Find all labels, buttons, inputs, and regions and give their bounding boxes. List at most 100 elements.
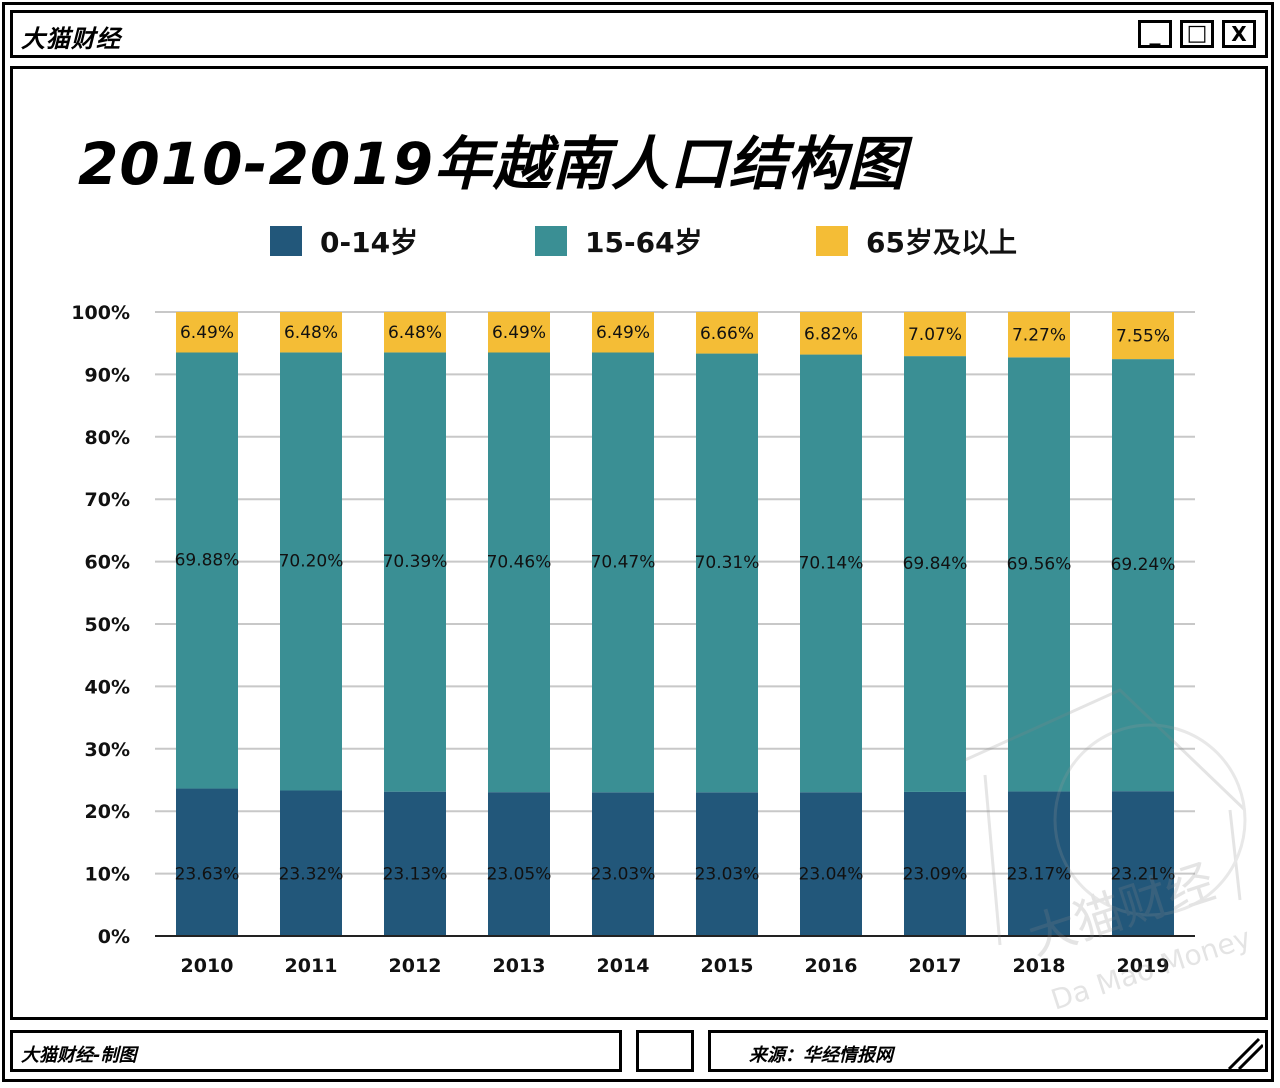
data-label: 23.03% xyxy=(591,865,656,885)
bar-segment-65-plus xyxy=(592,312,654,353)
bar-segment-0-14 xyxy=(904,791,966,936)
x-tick-label: 2013 xyxy=(493,955,546,977)
data-label: 70.31% xyxy=(695,553,760,573)
maximize-icon: □ xyxy=(1186,21,1208,46)
data-label: 6.66% xyxy=(700,324,754,344)
bar-segment-15-64 xyxy=(800,354,862,793)
data-label: 23.21% xyxy=(1111,865,1176,885)
footer-source-box: 来源：华经情报网 xyxy=(708,1030,1268,1072)
data-label: 6.49% xyxy=(492,323,546,343)
bar-segment-15-64 xyxy=(384,352,446,792)
x-tick-label: 2014 xyxy=(597,955,650,977)
data-label: 7.55% xyxy=(1116,327,1170,347)
bar-segment-15-64 xyxy=(280,352,342,791)
data-label: 23.04% xyxy=(799,865,864,885)
legend-swatch xyxy=(535,226,567,256)
chart-title: 2010-2019年越南人口结构图 xyxy=(78,130,906,198)
minimize-button[interactable]: _ xyxy=(1138,20,1172,48)
bar-segment-0-14 xyxy=(592,792,654,936)
bars xyxy=(176,312,1174,936)
bar-segment-15-64 xyxy=(1112,359,1174,792)
watermark-house-icon xyxy=(964,688,1247,946)
x-tick-label: 2018 xyxy=(1013,955,1066,977)
legend-label: 0-14岁 xyxy=(320,226,418,259)
bar-segment-0-14 xyxy=(176,788,238,936)
bar-segment-15-64 xyxy=(592,352,654,793)
y-tick-label: 80% xyxy=(85,427,130,449)
minimize-icon: _ xyxy=(1149,21,1161,46)
bar-segment-65-plus xyxy=(176,312,238,353)
x-tick-label: 2015 xyxy=(701,955,754,977)
bar-segment-65-plus xyxy=(904,312,966,357)
y-tick-label: 70% xyxy=(85,489,130,511)
bar-segment-0-14 xyxy=(384,791,446,936)
y-tick-label: 20% xyxy=(85,801,130,823)
data-label: 23.13% xyxy=(383,865,448,885)
y-tick-label: 10% xyxy=(85,864,130,886)
data-label: 70.46% xyxy=(487,552,552,572)
y-tick-label: 0% xyxy=(98,926,130,948)
data-label: 70.20% xyxy=(279,551,344,571)
bar-segment-65-plus xyxy=(280,312,342,353)
data-label: 69.84% xyxy=(903,554,968,574)
y-tick-label: 100% xyxy=(71,302,130,324)
bar-segment-65-plus xyxy=(696,312,758,354)
bar-segment-15-64 xyxy=(488,352,550,793)
data-label: 6.49% xyxy=(596,323,650,343)
bar-segment-15-64 xyxy=(696,353,758,793)
close-button[interactable]: X xyxy=(1222,20,1256,48)
bar-segment-0-14 xyxy=(800,792,862,936)
bar-segment-0-14 xyxy=(1008,791,1070,936)
bar-segment-15-64 xyxy=(1008,357,1070,792)
data-label: 23.63% xyxy=(175,865,240,885)
bar-segment-65-plus xyxy=(488,312,550,353)
y-tick-label: 40% xyxy=(85,676,130,698)
footer-credit-box: 大猫财经-制图 xyxy=(10,1030,622,1072)
bar-segment-0-14 xyxy=(696,792,758,936)
app-title: 大猫财经 xyxy=(21,25,121,53)
x-tick-label: 2019 xyxy=(1117,955,1170,977)
bar-segment-15-64 xyxy=(904,356,966,792)
data-label: 7.07% xyxy=(908,325,962,345)
data-label: 6.49% xyxy=(180,323,234,343)
maximize-button[interactable]: □ xyxy=(1180,20,1214,48)
bar-segment-65-plus xyxy=(1008,312,1070,358)
footer-spacer-box xyxy=(636,1030,694,1072)
y-tick-label: 60% xyxy=(85,552,130,574)
legend-label: 65岁及以上 xyxy=(866,226,1017,259)
title-bar: 大猫财经 _ □ X xyxy=(10,10,1268,58)
y-tick-label: 50% xyxy=(85,614,130,636)
data-label: 23.17% xyxy=(1007,865,1072,885)
bar-segment-0-14 xyxy=(488,792,550,936)
x-tick-label: 2010 xyxy=(181,955,234,977)
data-label: 6.48% xyxy=(284,323,338,343)
bar-segment-15-64 xyxy=(176,352,238,789)
legend: 0-14岁 15-64岁 65岁及以上 xyxy=(270,226,1017,259)
y-tick-label: 30% xyxy=(85,739,130,761)
data-label: 69.56% xyxy=(1007,554,1072,574)
bar-segment-0-14 xyxy=(280,790,342,936)
watermark-circle-icon xyxy=(1053,723,1247,917)
bar-segment-65-plus xyxy=(384,312,446,353)
x-tick-label: 2016 xyxy=(805,955,858,977)
data-label: 70.47% xyxy=(591,552,656,572)
footer-credit: 大猫财经-制图 xyxy=(21,1045,137,1066)
data-label: 69.24% xyxy=(1111,555,1176,575)
data-label: 70.39% xyxy=(383,552,448,572)
legend-label: 15-64岁 xyxy=(585,226,703,259)
legend-swatch xyxy=(270,226,302,256)
data-label: 23.32% xyxy=(279,865,344,885)
data-labels: 23.63% 69.88% 6.49% 23.32% 70.20% 6.48% 23.13%… xyxy=(175,323,1176,884)
close-icon: X xyxy=(1231,22,1247,46)
x-tick-label: 2011 xyxy=(285,955,338,977)
bar-segment-65-plus xyxy=(1112,312,1174,360)
x-tick-label: 2017 xyxy=(909,955,962,977)
axes: 0% 10% 20% 30% 40% 50% 60% 70% 80% 90% 100% 2010 201… xyxy=(71,302,1195,977)
data-label: 6.48% xyxy=(388,323,442,343)
data-label: 6.82% xyxy=(804,324,858,344)
x-tick-label: 2012 xyxy=(389,955,442,977)
data-label: 23.03% xyxy=(695,865,760,885)
bar-segment-65-plus xyxy=(800,312,862,355)
data-label: 23.05% xyxy=(487,865,552,885)
